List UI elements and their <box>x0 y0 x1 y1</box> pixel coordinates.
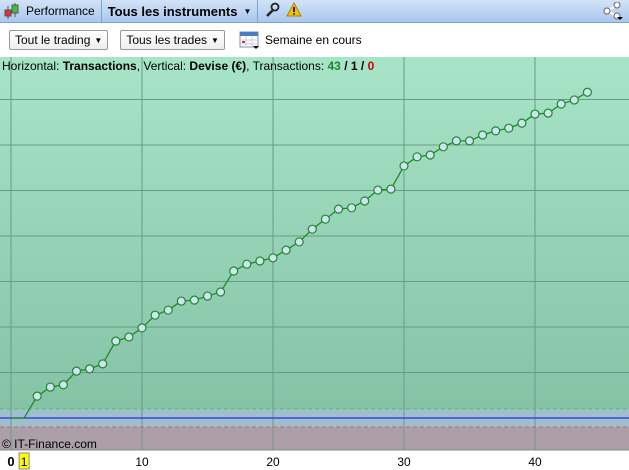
t-label: , Transactions: <box>246 59 328 73</box>
instruments-label: Tous les instruments <box>107 3 238 19</box>
data-point[interactable] <box>163 305 173 315</box>
calendar-icon[interactable] <box>239 29 260 52</box>
x-axis-area <box>0 450 629 470</box>
data-point[interactable] <box>242 259 252 269</box>
data-point[interactable] <box>202 291 213 301</box>
data-point[interactable] <box>320 214 330 224</box>
data-point[interactable] <box>386 184 396 194</box>
copyright: © IT-Finance.com <box>2 437 97 451</box>
neutral-count: 1 <box>350 59 358 73</box>
trades-select-label: Tous les trades <box>126 33 208 47</box>
data-point[interactable] <box>333 204 344 214</box>
data-point[interactable] <box>582 87 593 97</box>
trading-select-label: Tout le trading <box>15 33 91 47</box>
data-point[interactable] <box>399 161 409 171</box>
current-tick-highlight <box>18 452 30 470</box>
h-value: Transactions <box>62 59 137 73</box>
data-point[interactable] <box>451 136 461 146</box>
v-value: Devise (€) <box>189 59 247 73</box>
data-point[interactable] <box>373 185 383 195</box>
x-tick-label: 1 <box>21 455 28 469</box>
data-point[interactable] <box>255 256 265 266</box>
candlestick-icon <box>4 2 20 20</box>
data-point[interactable] <box>530 109 540 119</box>
tab-label: Performance <box>26 4 95 18</box>
data-point[interactable] <box>268 253 278 263</box>
data-point[interactable] <box>504 123 514 133</box>
data-point[interactable] <box>281 245 291 255</box>
data-point[interactable] <box>176 296 186 306</box>
losing-count: 0 <box>367 59 375 73</box>
grid <box>0 57 629 450</box>
x-tick-label: 30 <box>397 455 411 469</box>
data-point[interactable] <box>189 295 199 305</box>
data-point[interactable] <box>58 380 69 390</box>
chevron-down-icon: ▼ <box>94 35 103 45</box>
data-point[interactable] <box>543 108 553 118</box>
period-label: Semaine en cours <box>264 33 362 47</box>
data-point[interactable] <box>307 224 317 234</box>
loss-zone <box>0 427 629 450</box>
data-point[interactable] <box>412 152 422 162</box>
series-layer <box>11 87 593 419</box>
data-point[interactable] <box>556 99 566 109</box>
trading-select[interactable]: Tout le trading ▼ <box>9 30 109 50</box>
data-point[interactable] <box>124 332 134 342</box>
data-point[interactable] <box>294 237 304 247</box>
data-point[interactable] <box>438 142 448 152</box>
data-point[interactable] <box>478 130 488 140</box>
data-point[interactable] <box>229 266 239 276</box>
divider <box>257 0 259 23</box>
data-point[interactable] <box>569 95 579 105</box>
sep: / <box>340 59 351 73</box>
data-point[interactable] <box>71 366 82 376</box>
winning-count: 43 <box>327 59 341 73</box>
data-point[interactable] <box>360 196 370 206</box>
divider <box>100 0 102 23</box>
wrench-icon[interactable] <box>264 2 280 21</box>
data-point[interactable] <box>98 359 108 369</box>
chart-info-line: Horizontal: Transactions, Vertical: Devi… <box>2 59 374 73</box>
instruments-dropdown[interactable]: Tous les instruments ▼ <box>102 0 258 23</box>
data-point[interactable] <box>464 136 475 146</box>
chevron-down-icon: ▼ <box>211 35 219 45</box>
data-point[interactable] <box>150 310 160 320</box>
chevron-down-icon: ▼ <box>243 6 252 16</box>
data-point[interactable] <box>45 382 55 392</box>
trades-select[interactable]: Tous les trades ▼ <box>120 30 225 50</box>
header-bar: Performance Tous les instruments ▼ <box>0 0 629 23</box>
data-point[interactable] <box>216 287 226 297</box>
x-tick-label: 0 <box>7 454 14 469</box>
toolbar: Tout le trading ▼ Tous les trades ▼ Semain… <box>0 23 629 57</box>
tab-performance[interactable]: Performance <box>20 0 101 23</box>
h-label: Horizontal: <box>2 59 63 73</box>
data-point[interactable] <box>111 336 121 346</box>
data-point[interactable] <box>137 323 147 333</box>
x-ticks: 0 1 10 20 30 40 <box>7 452 542 470</box>
equity-chart: 0 1 10 20 30 40 <box>0 57 629 470</box>
data-point[interactable] <box>32 391 42 401</box>
data-point[interactable] <box>491 126 501 136</box>
data-point[interactable] <box>425 150 435 160</box>
x-tick-label: 40 <box>528 455 542 469</box>
x-tick-label: 10 <box>135 455 149 469</box>
x-tick-label: 20 <box>266 455 280 469</box>
share-icon[interactable] <box>603 1 623 23</box>
data-point[interactable] <box>347 203 357 213</box>
data-point[interactable] <box>84 364 95 374</box>
sep: / <box>357 59 368 73</box>
v-label: , Vertical: <box>136 59 190 73</box>
warning-icon[interactable] <box>286 1 303 20</box>
data-point[interactable] <box>517 118 527 128</box>
